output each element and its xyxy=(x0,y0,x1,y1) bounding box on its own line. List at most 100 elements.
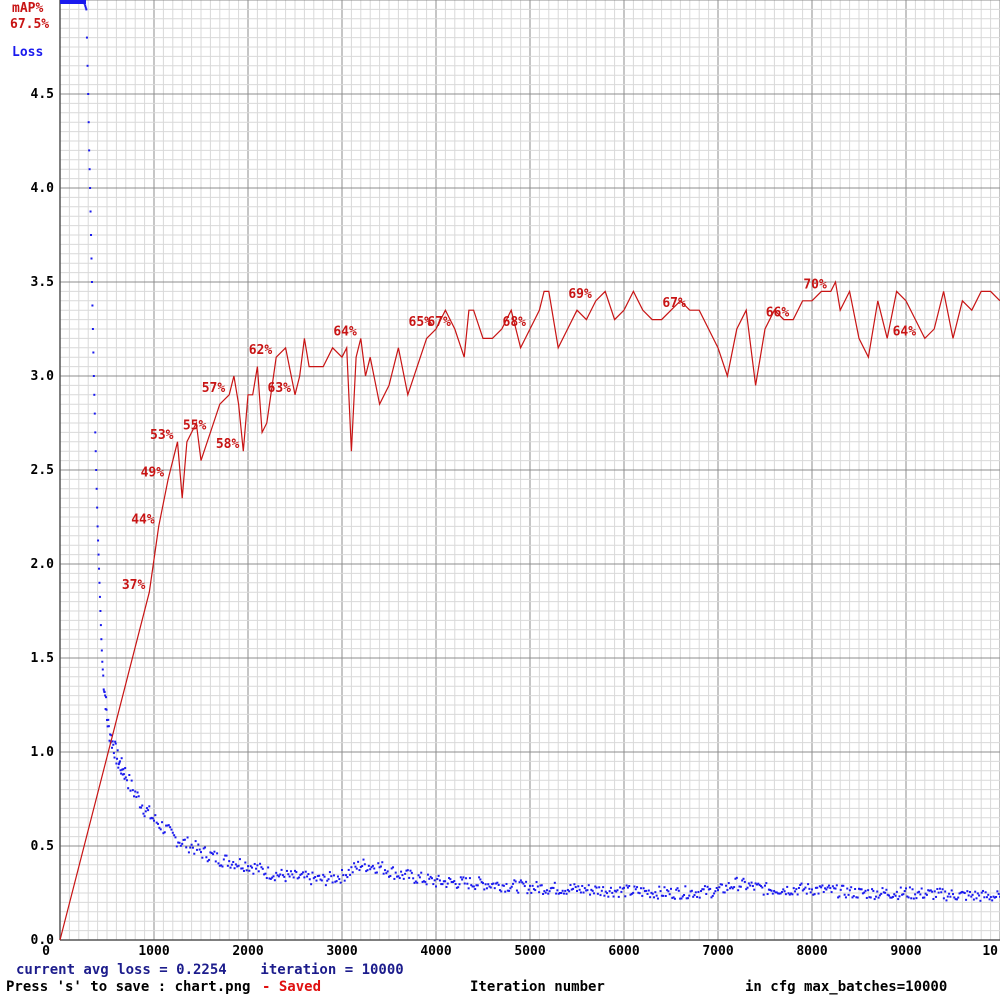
loss-point xyxy=(878,894,881,897)
loss-point xyxy=(327,878,330,881)
loss-point xyxy=(371,864,374,867)
loss-point xyxy=(150,816,153,819)
loss-point xyxy=(761,886,764,889)
loss-point xyxy=(421,880,424,883)
loss-point xyxy=(856,896,859,899)
loss-point xyxy=(90,281,93,283)
loss-top-marker xyxy=(60,0,86,4)
loss-point xyxy=(676,887,679,890)
loss-point xyxy=(454,882,457,885)
loss-point xyxy=(848,889,851,892)
loss-point xyxy=(800,882,803,885)
loss-point xyxy=(864,889,867,892)
loss-point xyxy=(394,871,397,874)
loss-point xyxy=(805,892,808,895)
loss-point xyxy=(670,887,672,890)
loss-point xyxy=(837,896,840,899)
loss-point xyxy=(936,888,939,891)
loss-point xyxy=(626,886,629,889)
loss-point xyxy=(416,881,419,884)
loss-point xyxy=(725,884,728,887)
loss-point xyxy=(260,866,263,869)
loss-point xyxy=(607,895,610,898)
loss-point xyxy=(94,431,97,434)
loss-point xyxy=(400,870,403,873)
loss-point xyxy=(916,891,919,894)
loss-point xyxy=(591,889,594,892)
loss-point xyxy=(275,871,278,874)
loss-point xyxy=(811,888,813,891)
loss-point xyxy=(751,885,754,888)
loss-point xyxy=(666,889,669,892)
loss-point xyxy=(974,890,977,893)
loss-point xyxy=(183,838,186,841)
loss-point xyxy=(412,877,415,880)
loss-point xyxy=(603,894,606,897)
loss-point xyxy=(370,866,373,869)
loss-point xyxy=(256,864,259,867)
map-current-value: 67.5% xyxy=(10,17,49,32)
y-tick-label: 2.5 xyxy=(31,463,54,478)
loss-point xyxy=(548,890,551,893)
loss-point xyxy=(475,884,478,887)
loss-point xyxy=(409,869,412,872)
loss-point xyxy=(667,890,670,893)
loss-point xyxy=(90,257,93,260)
loss-point xyxy=(378,866,381,869)
loss-point xyxy=(300,872,303,875)
loss-point xyxy=(897,898,900,901)
loss-point xyxy=(336,875,339,878)
loss-point xyxy=(229,866,232,869)
loss-point xyxy=(432,883,435,886)
loss-point xyxy=(915,897,918,900)
loss-point xyxy=(389,875,392,878)
loss-point xyxy=(308,878,311,881)
loss-point xyxy=(451,881,454,884)
loss-point xyxy=(142,812,145,815)
save-hint: Press 's' to save : chart.png xyxy=(6,979,250,995)
loss-point xyxy=(448,877,451,880)
loss-point xyxy=(587,884,590,887)
loss-point xyxy=(111,740,114,743)
loss-point xyxy=(536,885,539,888)
loss-point xyxy=(459,876,462,879)
loss-point xyxy=(218,864,221,867)
loss-point xyxy=(959,891,962,894)
loss-point xyxy=(750,881,753,884)
loss-point xyxy=(397,875,400,878)
loss-point xyxy=(814,886,817,889)
loss-point xyxy=(479,878,482,881)
loss-point xyxy=(271,876,274,879)
loss-point xyxy=(306,875,309,878)
loss-point xyxy=(133,795,136,798)
map-data-label: 64% xyxy=(893,324,917,339)
loss-point xyxy=(731,887,734,890)
loss-point xyxy=(437,874,440,877)
map-data-label: 67% xyxy=(662,296,686,311)
loss-point xyxy=(717,889,719,892)
loss-point xyxy=(523,885,526,888)
loss-point xyxy=(727,882,730,885)
loss-point xyxy=(107,725,110,728)
loss-point xyxy=(894,894,897,897)
loss-point xyxy=(754,882,757,885)
loss-point xyxy=(253,862,256,865)
loss-point xyxy=(979,899,982,902)
loss-point xyxy=(234,863,237,866)
loss-point xyxy=(765,882,768,885)
loss-point xyxy=(383,869,386,872)
loss-point xyxy=(771,892,774,895)
loss-point xyxy=(612,895,615,898)
loss-point xyxy=(84,4,87,7)
loss-point xyxy=(822,890,825,893)
loss-point xyxy=(311,871,314,874)
loss-point xyxy=(987,893,990,896)
loss-point xyxy=(440,883,443,886)
loss-point xyxy=(405,869,408,872)
loss-point xyxy=(116,749,119,752)
loss-point xyxy=(510,885,513,888)
loss-point xyxy=(688,894,691,897)
loss-point xyxy=(747,882,750,885)
map-series xyxy=(59,280,1000,941)
loss-point xyxy=(375,871,378,874)
